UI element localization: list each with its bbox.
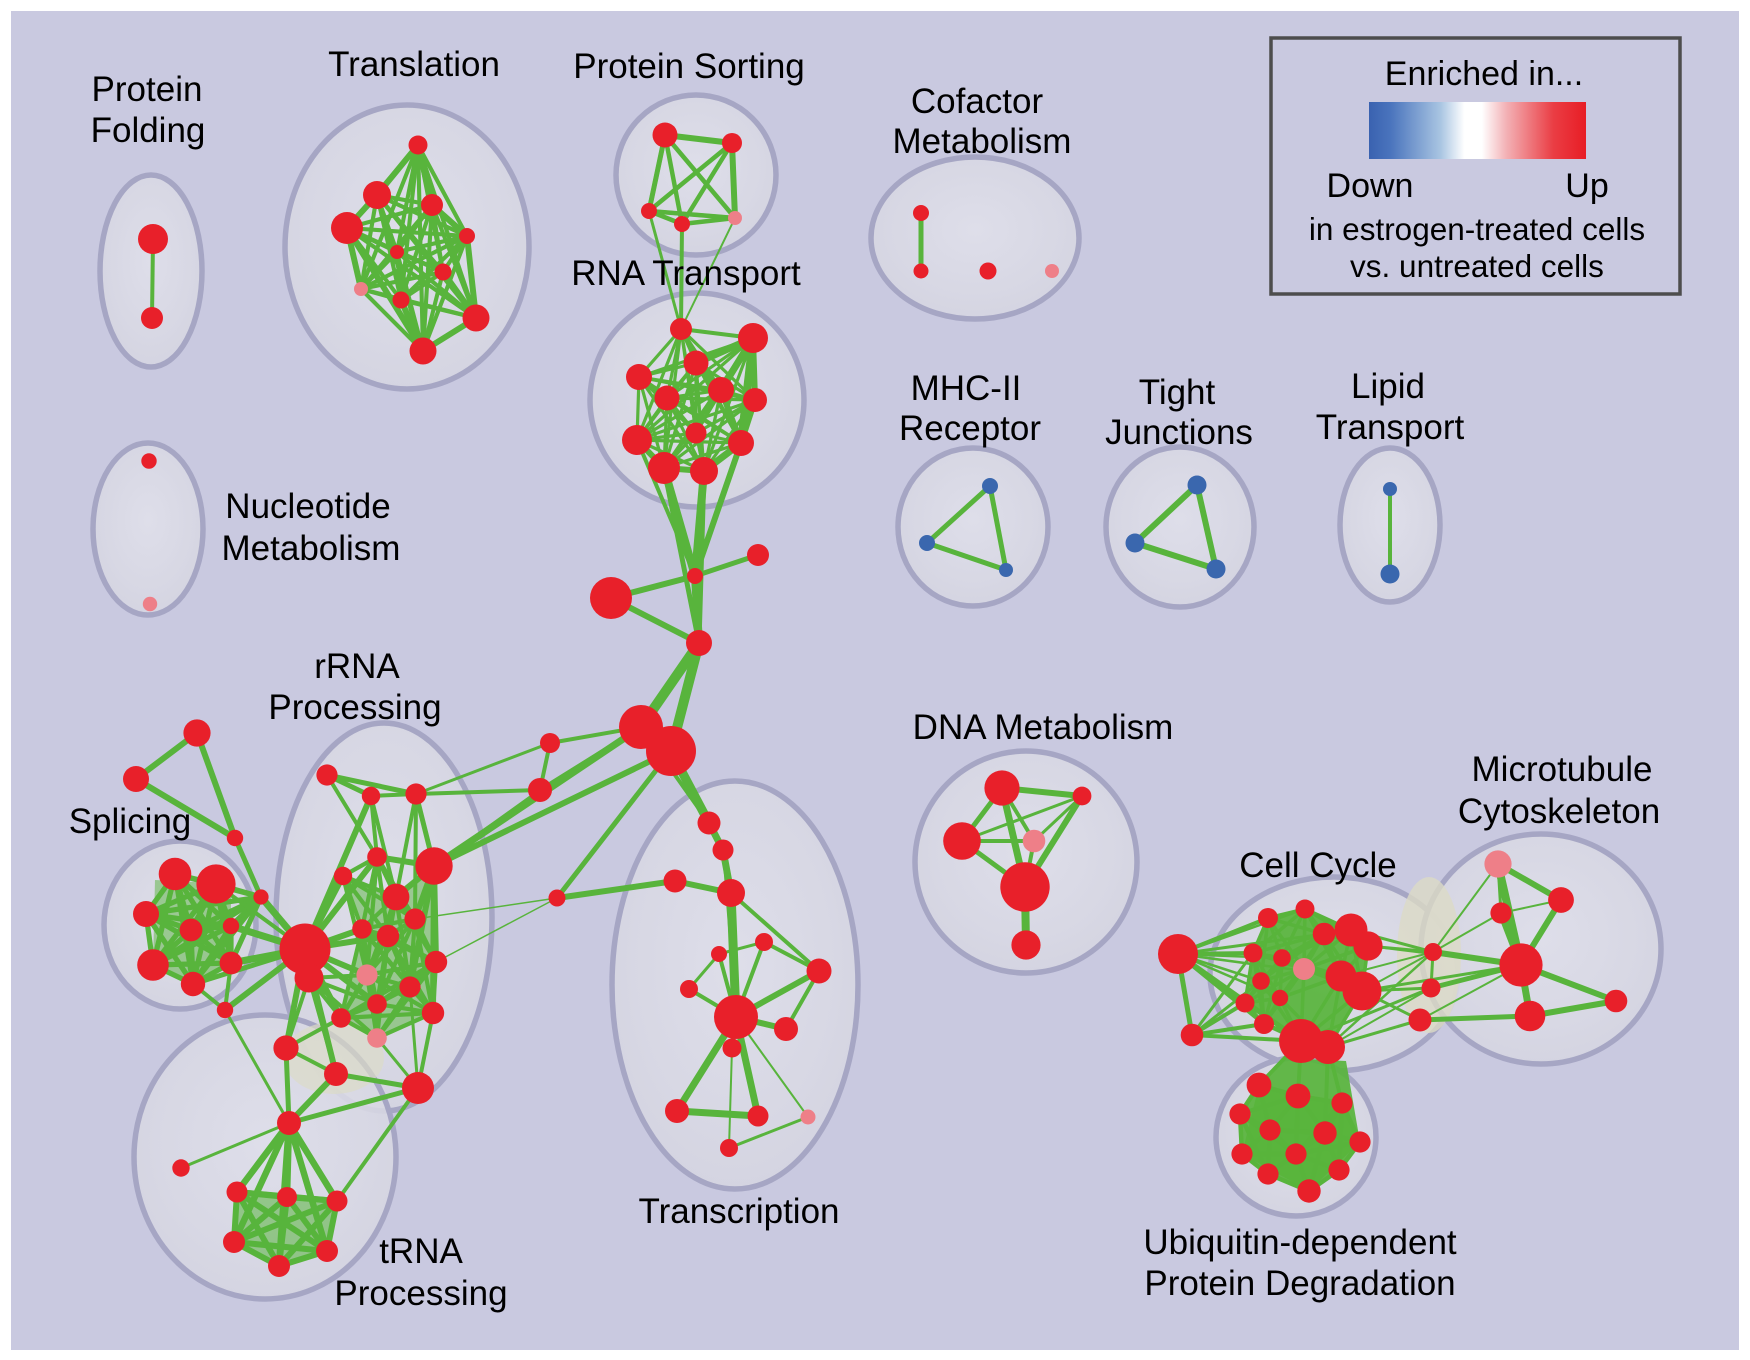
svg-text:vs. untreated cells: vs. untreated cells [1350,248,1604,284]
svg-text:Up: Up [1565,167,1608,205]
svg-text:Tight: Tight [1139,373,1216,412]
svg-text:Cofactor: Cofactor [911,82,1044,121]
svg-text:RNA Transport: RNA Transport [571,254,801,293]
svg-text:DNA Metabolism: DNA Metabolism [913,708,1174,747]
svg-text:Lipid: Lipid [1351,367,1425,406]
svg-text:rRNA: rRNA [314,647,400,686]
svg-text:Processing: Processing [268,688,441,727]
svg-text:MHC-II: MHC-II [911,369,1022,408]
svg-text:Receptor: Receptor [899,409,1041,448]
svg-text:Transport: Transport [1316,408,1465,447]
svg-text:Folding: Folding [91,111,206,150]
svg-text:Ubiquitin-dependent: Ubiquitin-dependent [1143,1223,1457,1262]
svg-text:Nucleotide: Nucleotide [225,487,390,526]
svg-text:Metabolism: Metabolism [222,529,401,568]
svg-text:tRNA: tRNA [379,1232,463,1271]
svg-text:Processing: Processing [334,1274,507,1313]
svg-text:Enriched in...: Enriched in... [1385,55,1583,93]
svg-text:in estrogen-treated cells: in estrogen-treated cells [1309,211,1645,247]
svg-text:Transcription: Transcription [639,1192,840,1231]
svg-text:Cell Cycle: Cell Cycle [1239,846,1397,885]
svg-text:Junctions: Junctions [1105,413,1253,452]
svg-text:Down: Down [1327,167,1414,205]
svg-text:Protein: Protein [92,70,203,109]
svg-text:Translation: Translation [328,45,500,84]
svg-text:Splicing: Splicing [69,802,192,841]
svg-text:Cytoskeleton: Cytoskeleton [1458,792,1660,831]
svg-text:Protein Sorting: Protein Sorting [573,47,805,86]
svg-text:Microtubule: Microtubule [1472,750,1653,789]
svg-text:Protein Degradation: Protein Degradation [1144,1264,1455,1303]
svg-text:Metabolism: Metabolism [893,122,1072,161]
